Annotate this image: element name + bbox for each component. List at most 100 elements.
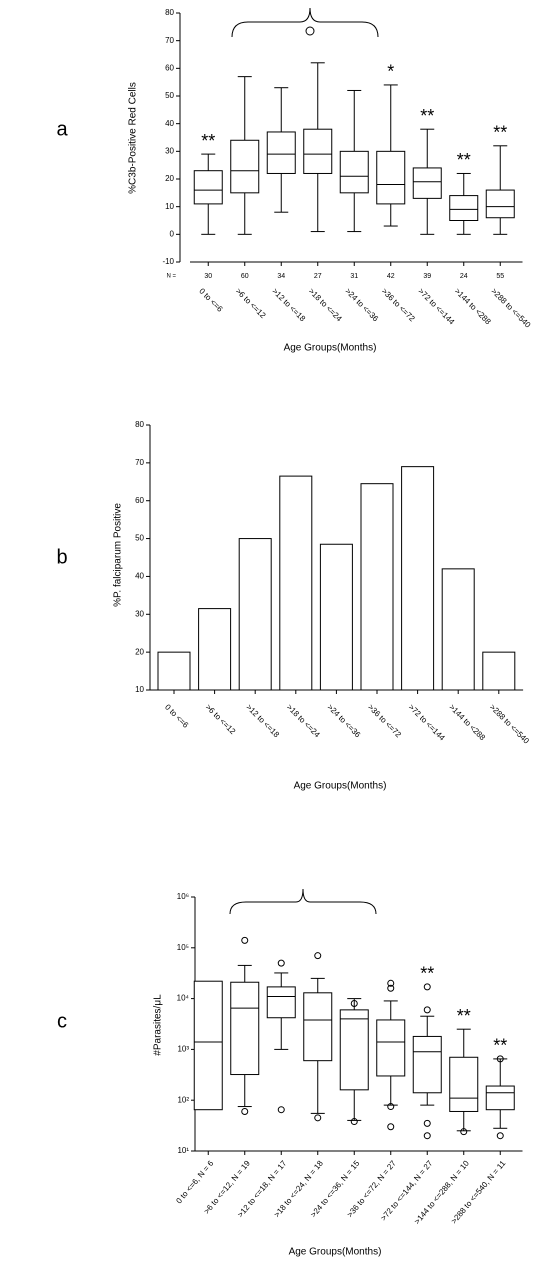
- y-tick-label: 70: [165, 36, 174, 45]
- y-tick-label: 10⁴: [177, 994, 190, 1003]
- x-tick-label: >24 to <=36: [343, 287, 380, 324]
- x-tick-label: >72 to <=144: [416, 287, 456, 327]
- y-tick-label: 10³: [177, 1045, 189, 1054]
- box: [303, 128, 333, 174]
- significance-mark: **: [420, 964, 434, 984]
- x-tick-label: >6 to <=12: [234, 287, 268, 321]
- y-tick-label: 20: [135, 647, 144, 656]
- bar: [279, 475, 313, 691]
- outlier: [387, 1103, 395, 1111]
- outlier: [277, 1106, 285, 1114]
- bracket: [231, 7, 379, 38]
- y-tick-label: 30: [135, 609, 144, 618]
- x-tick-label: >36 to <=72: [366, 703, 403, 740]
- y-axis-title: #Parasites/μL: [153, 994, 164, 1056]
- y-tick-label: -10: [162, 257, 174, 266]
- box: [485, 1085, 515, 1111]
- y-tick-label: 10: [165, 202, 174, 211]
- x-tick-label: 0 to <=6: [163, 703, 191, 731]
- box: [266, 131, 296, 174]
- outlier: [460, 1128, 468, 1136]
- y-tick-label: 10²: [177, 1095, 189, 1104]
- outlier: [423, 1132, 431, 1140]
- box: [412, 1035, 442, 1094]
- bar: [238, 538, 272, 691]
- bar: [198, 608, 232, 691]
- outlier: [387, 979, 395, 987]
- significance-mark: **: [493, 123, 507, 143]
- bar: [360, 483, 394, 691]
- x-tick-label: >144 to <288: [453, 287, 493, 327]
- box: [266, 986, 296, 1019]
- x-tick-label: >144 to <288: [447, 703, 487, 743]
- outlier: [350, 1000, 358, 1008]
- outlier: [387, 1123, 395, 1131]
- significance-mark: **: [201, 131, 215, 151]
- panel-label: c: [57, 1010, 67, 1032]
- bar: [401, 466, 435, 691]
- x-tick-label: 0 to <=6, N = 6: [174, 1158, 215, 1205]
- y-tick-label: 10⁶: [177, 892, 189, 901]
- y-tick-label: 10⁵: [177, 943, 189, 952]
- y-tick-label: 40: [135, 572, 144, 581]
- y-tick-label: 40: [165, 119, 174, 128]
- y-tick-label: 50: [165, 91, 174, 100]
- outlier: [423, 983, 431, 991]
- x-tick-label: >24 to <=36: [325, 703, 362, 740]
- y-tick-label: 10: [135, 685, 144, 694]
- significance-mark: **: [457, 150, 471, 170]
- x-tick-label: >18 to <=24: [285, 703, 322, 740]
- box: [339, 1009, 369, 1091]
- n-value: 34: [277, 273, 285, 280]
- outlier: [277, 959, 285, 967]
- x-tick-label: >288 to <=540: [489, 287, 532, 330]
- significance-mark: **: [493, 1036, 507, 1056]
- outlier: [241, 936, 249, 944]
- y-axis-title: %P. falciparum Positive: [113, 503, 124, 607]
- significance-mark: **: [420, 106, 434, 126]
- panel-label: a: [56, 118, 68, 140]
- bar: [441, 568, 475, 691]
- y-tick-label: 70: [135, 458, 144, 467]
- outlier: [241, 1107, 249, 1115]
- n-value: 27: [314, 273, 322, 280]
- x-tick-label: 0 to <=6: [197, 287, 225, 315]
- outlier: [314, 952, 322, 960]
- bar: [482, 651, 516, 691]
- box: [376, 150, 406, 205]
- box: [412, 167, 442, 199]
- bracket: [229, 888, 377, 915]
- box: [193, 170, 223, 205]
- box: [230, 981, 260, 1076]
- outlier: [387, 984, 395, 992]
- outlier: [350, 1118, 358, 1126]
- box: [449, 195, 479, 222]
- outlier: [496, 1055, 504, 1063]
- y-tick-label: 10¹: [177, 1146, 189, 1155]
- n-value: 60: [241, 273, 249, 280]
- n-value: 24: [460, 273, 468, 280]
- n-label: N =: [166, 274, 176, 280]
- x-axis-title: Age Groups(Months): [284, 343, 377, 354]
- y-tick-label: 60: [135, 496, 144, 505]
- bracket-marker: [305, 26, 315, 36]
- n-value: 30: [204, 273, 212, 280]
- x-tick-label: >18 to <=24: [307, 287, 344, 324]
- n-value: 55: [496, 273, 504, 280]
- x-axis-title: Age Groups(Months): [289, 1247, 382, 1258]
- x-axis-title: Age Groups(Months): [294, 781, 387, 792]
- x-tick-label: >288 to <=540: [488, 703, 531, 746]
- outlier: [423, 1119, 431, 1127]
- box: [193, 980, 223, 1111]
- bar: [157, 651, 191, 691]
- significance-mark: **: [457, 1006, 471, 1026]
- box: [376, 1019, 406, 1077]
- y-tick-label: 60: [165, 63, 174, 72]
- outlier: [314, 1114, 322, 1122]
- x-tick-label: >12 to <=18: [270, 287, 307, 324]
- y-tick-label: 50: [135, 534, 144, 543]
- y-tick-label: 30: [165, 146, 174, 155]
- x-tick-label: >12 to <=18: [244, 703, 281, 740]
